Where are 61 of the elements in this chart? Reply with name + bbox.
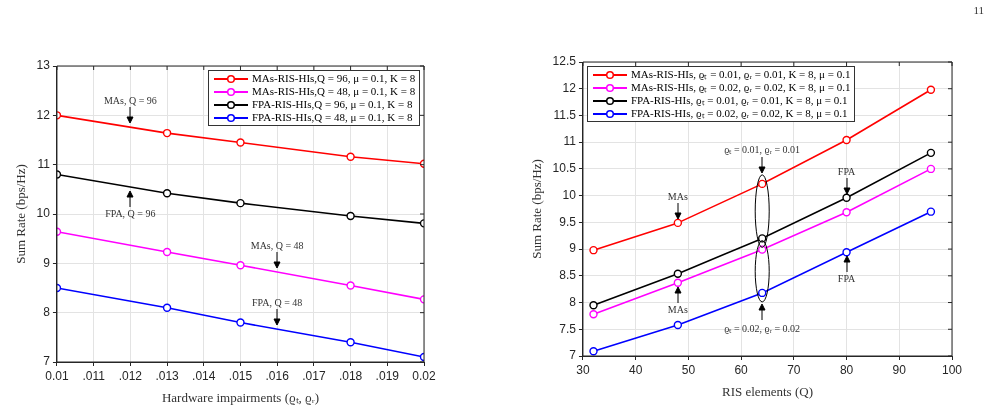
x-tick-label: 30 <box>576 362 590 377</box>
legend-label: FPA-RIS-HIs,Q = 96, μ = 0.1, K = 8 <box>252 98 413 111</box>
x-tick-label: 90 <box>892 362 907 377</box>
y-tick-label: 12.5 <box>552 54 577 69</box>
text: 11 <box>973 4 984 16</box>
x-tick-label: .019 <box>375 368 400 383</box>
legend-label: MAs-RIS-HIs,Q = 48, μ = 0.1, K = 8 <box>252 85 416 98</box>
y-tick-label: 11 <box>563 134 577 149</box>
y-tick-label: 10 <box>562 187 577 202</box>
x-tick-label: 70 <box>787 362 801 377</box>
y-tick-label: 9 <box>43 255 51 270</box>
y-tick-label: 10 <box>36 206 51 221</box>
y-tick-label: 11.5 <box>553 107 577 122</box>
annotation: ϱₜ = 0.02, ϱᵣ = 0.02 <box>724 321 801 335</box>
annotation: MAs <box>667 303 688 315</box>
x-tick-label: .017 <box>302 368 326 383</box>
x-tick-label: 0.02 <box>412 368 436 383</box>
x-tick-label: 50 <box>681 362 696 377</box>
annotation: FPA <box>837 273 856 285</box>
annotation: FPA, Q = 96 <box>105 207 156 219</box>
y-tick-label: 8.5 <box>559 268 577 283</box>
y-tick-label: 7 <box>569 348 577 363</box>
legend-label: FPA-RIS-HIs, ϱₜ = 0.01, ϱᵣ = 0.01, K = 8, μ = 0.1 <box>630 94 848 107</box>
y-tick-label: 11 <box>37 156 51 171</box>
x-axis-title: RIS elements (Q) <box>721 383 813 399</box>
x-tick-label: 60 <box>734 362 749 377</box>
annotation: MAs <box>667 190 688 202</box>
x-tick-label: .011 <box>82 368 106 383</box>
x-tick-label: 80 <box>839 362 854 377</box>
y-tick-label: 10.5 <box>552 161 577 176</box>
y-axis-title: Sum Rate (bps/Hz) <box>13 164 29 264</box>
x-tick-label: .012 <box>118 368 143 383</box>
legend-label: MAs-RIS-HIs,Q = 96, μ = 0.1, K = 8 <box>252 72 416 85</box>
legend-label: MAs-RIS-HIs, ϱₜ = 0.02, ϱᵣ = 0.02, K = 8, μ = 0.1 <box>630 81 851 94</box>
y-tick-label: 12 <box>562 81 577 96</box>
x-tick-label: .015 <box>228 368 253 383</box>
y-axis-title: Sum Rate (bps/Hz) <box>529 159 545 259</box>
legend-label: FPA-RIS-HIs,Q = 48, μ = 0.1, K = 8 <box>252 111 413 124</box>
y-tick-label: 12 <box>36 107 51 122</box>
y-tick-label: 13 <box>36 58 51 73</box>
x-tick-label: 100 <box>941 362 963 377</box>
x-tick-label: 40 <box>629 362 643 377</box>
x-tick-label: .018 <box>338 368 363 383</box>
annotation: FPA, Q = 48 <box>252 297 303 309</box>
annotation: ϱₜ = 0.01, ϱᵣ = 0.01 <box>724 142 801 156</box>
legend-label: FPA-RIS-HIs, ϱₜ = 0.02, ϱᵣ = 0.02, K = 8, μ = 0.1 <box>630 107 848 120</box>
annotation: MAs, Q = 96 <box>103 95 157 107</box>
x-tick-label: .013 <box>155 368 180 383</box>
y-tick-label: 8 <box>569 294 577 309</box>
y-tick-label: 9 <box>569 241 577 256</box>
x-tick-label: .016 <box>265 368 290 383</box>
x-tick-label: 0.01 <box>45 368 69 383</box>
y-tick-label: 9.5 <box>559 214 577 229</box>
x-tick-label: .014 <box>192 368 216 383</box>
annotation: FPA <box>837 165 856 177</box>
y-tick-label: 7 <box>43 354 51 369</box>
x-axis-title: Hardware impairments (ϱₜ, ϱᵣ) <box>161 389 320 405</box>
y-tick-label: 7.5 <box>559 321 577 336</box>
y-tick-label: 8 <box>43 304 51 319</box>
annotation: MAs, Q = 48 <box>250 240 304 252</box>
legend-label: MAs-RIS-HIs, ϱₜ = 0.01, ϱᵣ = 0.01, K = 8, μ = 0.1 <box>630 68 851 81</box>
